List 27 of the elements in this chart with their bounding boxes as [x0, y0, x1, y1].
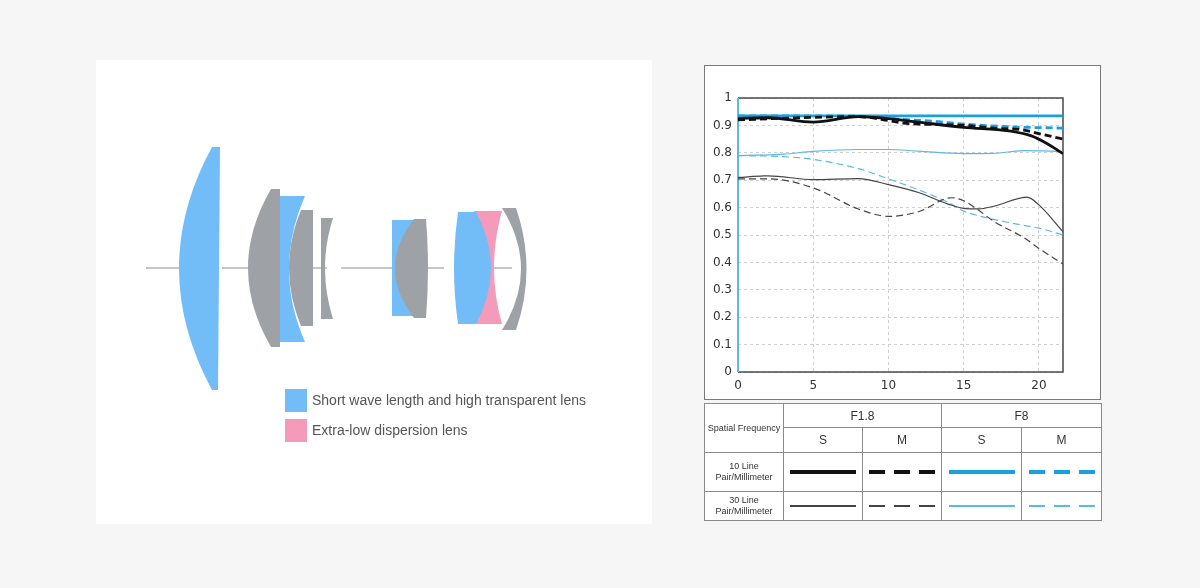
text: Spatial Frequency	[704, 403, 784, 453]
text: M	[862, 427, 942, 453]
y-tick-label: 0.5	[712, 227, 732, 242]
y-tick-label: 0	[724, 364, 732, 379]
text: Extra-low dispersion lens	[312, 421, 468, 440]
x-tick-label: 5	[809, 378, 818, 393]
y-tick-label: 0.4	[712, 254, 732, 269]
y-tick-label: 0.2	[712, 309, 732, 324]
x-tick-label: 10	[880, 378, 897, 393]
text: Short wave length and high transparent lens	[312, 391, 586, 410]
y-tick-label: 0.3	[712, 281, 732, 296]
y-tick-label: 0.7	[712, 172, 732, 187]
y-tick-label: 0.6	[712, 199, 732, 214]
y-tick-label: 0.8	[712, 144, 732, 159]
text: S	[783, 427, 863, 453]
y-tick-label: 1	[724, 90, 732, 105]
x-tick-label: 0	[734, 378, 742, 393]
text: 10 Line Pair/Millimeter	[704, 452, 784, 492]
y-tick-label: 0.1	[712, 336, 732, 351]
text: 30 Line Pair/Millimeter	[704, 491, 784, 521]
x-tick-label: 20	[1031, 378, 1047, 393]
text: F8	[941, 403, 1102, 428]
x-tick-label: 15	[956, 378, 972, 393]
y-tick-label: 0.9	[712, 117, 732, 132]
text: F1.8	[783, 403, 942, 428]
text: M	[1021, 427, 1102, 453]
text: S	[941, 427, 1022, 453]
